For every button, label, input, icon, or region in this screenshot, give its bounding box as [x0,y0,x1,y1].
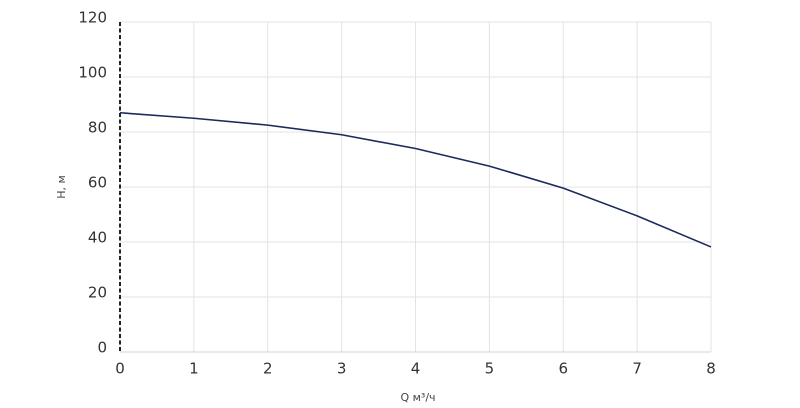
curve [119,111,712,248]
y-tick-label: 20 [88,284,107,302]
y-axis-title: H, м [55,175,68,199]
x-tick-label: 2 [263,360,273,378]
y-tick-label: 0 [97,339,107,357]
y-tick-label: 60 [88,174,107,192]
x-tick-label: 0 [115,360,125,378]
x-tick-label: 6 [558,360,568,378]
y-tick-label: 120 [78,9,107,27]
y-tick-label: 40 [88,229,107,247]
x-tick-label: 7 [632,360,642,378]
y-tick-label: 100 [78,64,107,82]
x-tick-label: 1 [189,360,199,378]
x-tick-label: 4 [411,360,421,378]
x-axis-title: Q м³/ч [400,391,435,404]
x-tick-label: 5 [485,360,495,378]
y-tick-label: 80 [88,119,107,137]
x-tick-label: 3 [337,360,347,378]
x-tick-label: 8 [706,360,716,378]
